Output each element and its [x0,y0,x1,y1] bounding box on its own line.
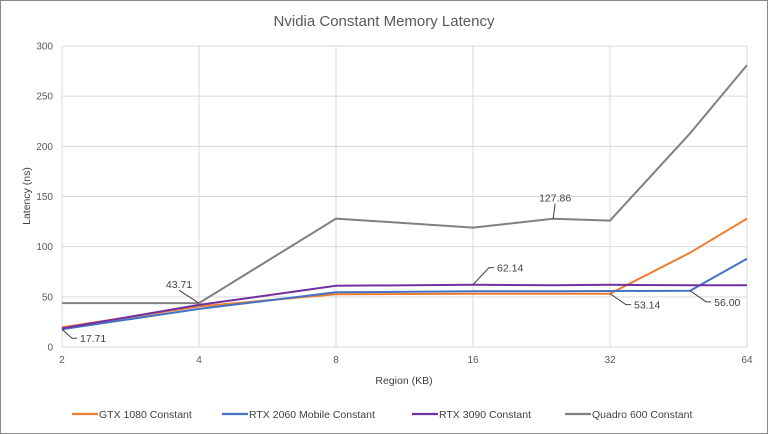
leader-line [689,290,712,303]
legend-label: RTX 3090 Constant [439,409,531,421]
series-line-rtx-2060-mobile-constant [61,257,748,331]
x-tick-label: 2 [59,355,65,366]
x-tick-label: 16 [467,355,479,366]
data-label: 43.71 [166,279,192,291]
leader-line [609,293,631,306]
y-tick-label: 300 [36,42,53,53]
data-label: 127.86 [539,193,571,205]
y-axis-label: Latency (ns) [21,167,33,225]
x-axis-ticks: 2 4 8 16 32 64 [59,355,753,366]
x-tick-label: 8 [333,355,339,366]
y-tick-label: 200 [36,142,53,153]
legend-label: GTX 1080 Constant [99,409,192,421]
x-axis-label: Region (KB) [375,375,432,387]
y-tick-label: 150 [36,192,53,203]
legend-label: RTX 2060 Mobile Constant [249,409,375,421]
y-tick-label: 100 [36,242,53,253]
legend: GTX 1080 Constant RTX 2060 Mobile Constan… [72,409,692,421]
x-tick-label: 64 [741,355,753,366]
legend-label: Quadro 600 Constant [592,409,692,421]
series-lines [61,64,748,331]
y-tick-label: 50 [42,292,54,303]
data-label: 53.14 [634,300,660,312]
x-tick-label: 32 [604,355,616,366]
y-axis-ticks: 0 50 100 150 200 250 300 [36,42,53,354]
series-line-gtx-1080-constant [61,217,748,329]
gridlines [61,45,748,348]
data-label: 56.00 [714,297,740,309]
leader-line [472,267,494,285]
leader-line [61,328,77,339]
series-line-rtx-3090-constant [61,283,747,330]
data-labels: 17.71 43.71 62.14 127.86 53.14 56.00 [61,193,741,345]
leader-line [552,203,556,219]
leader-line [178,289,200,304]
x-tick-label: 4 [196,355,202,366]
y-tick-label: 0 [47,343,53,354]
y-tick-label: 250 [36,92,53,103]
data-label: 17.71 [80,333,106,345]
data-label: 62.14 [497,263,523,275]
series-line-quadro-600-constant [62,64,748,305]
chart-title: Nvidia Constant Memory Latency [274,13,495,30]
